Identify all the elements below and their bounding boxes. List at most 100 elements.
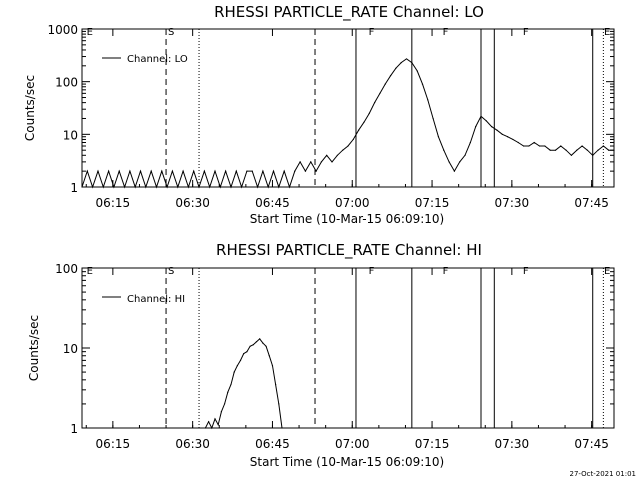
- hi-x-tick-label: 06:15: [96, 437, 131, 451]
- lo-data-point: [597, 149, 599, 151]
- lo-data-point: [304, 170, 307, 172]
- lo-x-tick-label: 07:00: [335, 196, 370, 210]
- lo-data-point: [411, 62, 413, 64]
- lo-data-point: [123, 186, 126, 188]
- lo-x-tick-label: 06:15: [96, 196, 131, 210]
- lo-data-point: [379, 92, 381, 94]
- lo-data-point: [491, 126, 493, 128]
- lo-x-tick-label: 07:30: [495, 196, 530, 210]
- lo-data-point: [331, 161, 333, 163]
- lo-data-point: [278, 186, 280, 188]
- lo-y-axis-label: Counts/sec: [23, 75, 37, 141]
- hi-data-point: [249, 345, 251, 347]
- hi-data-point: [220, 411, 222, 413]
- hi-flag-label: F: [369, 266, 375, 277]
- hi-x-tick-label: 06:30: [175, 437, 210, 451]
- lo-data-point: [544, 145, 546, 147]
- hi-plot-frame: [81, 267, 615, 429]
- lo-data-point: [272, 170, 275, 172]
- lo-data-point: [565, 149, 567, 151]
- lo-x-tick-label: 07:15: [415, 196, 450, 210]
- lo-data-point: [92, 186, 94, 188]
- lo-data-point: [459, 161, 461, 163]
- lo-data-point: [507, 136, 509, 138]
- lo-chart-title: RHESSI PARTICLE_RATE Channel: LO: [214, 3, 484, 22]
- lo-flag-label: F: [369, 27, 375, 38]
- lo-data-point: [374, 102, 376, 104]
- hi-data-point: [281, 427, 283, 429]
- hi-x-tick-label: 07:00: [335, 437, 370, 451]
- creation-timestamp: 27-Oct-2021 01:01: [570, 470, 636, 478]
- hi-data-point: [236, 365, 238, 367]
- hi-x-axis-label: Start Time (10-Mar-15 06:09:10): [250, 455, 444, 469]
- lo-data-point: [501, 133, 503, 135]
- lo-data-point: [182, 170, 184, 172]
- lo-data-point: [363, 121, 365, 123]
- hi-x-tick-label: 07:45: [574, 437, 609, 451]
- hi-y-tick-label: 100: [55, 262, 78, 276]
- lo-data-point: [538, 145, 541, 147]
- hi-data-point: [204, 427, 207, 429]
- lo-data-point: [150, 170, 152, 172]
- hi-data-point: [211, 427, 213, 429]
- lo-data-point: [193, 170, 195, 172]
- lo-data-point: [166, 186, 168, 188]
- lo-legend-label: Channel: LO: [127, 54, 188, 65]
- lo-data-point: [118, 170, 120, 172]
- hi-data-point: [227, 391, 229, 393]
- lo-data-point: [576, 149, 578, 151]
- hi-chart-title: RHESSI PARTICLE_RATE Channel: HI: [216, 241, 482, 260]
- lo-y-tick-label: 1: [70, 181, 78, 195]
- lo-data-point: [475, 126, 477, 128]
- lo-data-point: [581, 145, 583, 147]
- lo-data-point: [384, 83, 386, 85]
- lo-data-point: [437, 136, 440, 138]
- hi-data-point: [223, 403, 226, 405]
- lo-data-point: [432, 117, 434, 120]
- lo-data-point: [155, 186, 158, 188]
- lo-data-point: [512, 138, 514, 141]
- lo-data-point: [145, 186, 147, 188]
- lo-data-point: [427, 99, 429, 101]
- lo-data-point: [443, 149, 445, 151]
- lo-data-point: [554, 149, 557, 151]
- lo-flag-label: E: [604, 27, 610, 38]
- lo-data-point: [400, 62, 402, 64]
- hi-data-point: [217, 424, 219, 426]
- lo-data-point: [320, 161, 322, 163]
- lo-data-point: [336, 154, 338, 156]
- lo-data-point: [171, 170, 174, 172]
- lo-data-point: [368, 112, 370, 114]
- hi-data-point: [262, 342, 264, 344]
- hi-flag-label: F: [523, 266, 529, 277]
- lo-data-point: [496, 129, 498, 131]
- lo-data-point: [288, 186, 291, 188]
- lo-data-point: [251, 170, 253, 172]
- lo-y-tick-label: 10: [63, 128, 78, 142]
- hi-flag-label: F: [443, 266, 449, 277]
- lo-data-point: [464, 154, 466, 156]
- lo-data-point: [453, 170, 455, 172]
- lo-data-point: [230, 186, 232, 188]
- lo-data-point: [134, 186, 136, 188]
- lo-data-point: [448, 161, 450, 163]
- hi-legend-label: Channel: HI: [127, 294, 185, 305]
- hi-data-point: [265, 345, 267, 347]
- lo-x-tick-label: 06:45: [255, 196, 290, 210]
- lo-data-point: [81, 186, 83, 188]
- lo-x-axis-label: Start Time (10-Mar-15 06:09:10): [250, 212, 444, 226]
- hi-data-point: [278, 403, 280, 405]
- hi-data-point: [255, 341, 258, 343]
- lo-y-tick-label: 1000: [47, 23, 78, 37]
- hi-flag-label: E: [87, 266, 93, 277]
- hi-channel-panel: RHESSI PARTICLE_RATE Channel: HI Start T…: [27, 241, 615, 469]
- lo-data-point: [262, 170, 264, 172]
- lo-data-point: [219, 186, 221, 188]
- lo-data-point: [97, 170, 99, 172]
- lo-data-point: [613, 149, 615, 151]
- hi-data-point: [246, 351, 248, 353]
- hi-series-line: [204, 338, 283, 430]
- hi-flag-label: S: [168, 266, 174, 277]
- lo-data-point: [177, 186, 179, 188]
- hi-data-point: [239, 359, 242, 361]
